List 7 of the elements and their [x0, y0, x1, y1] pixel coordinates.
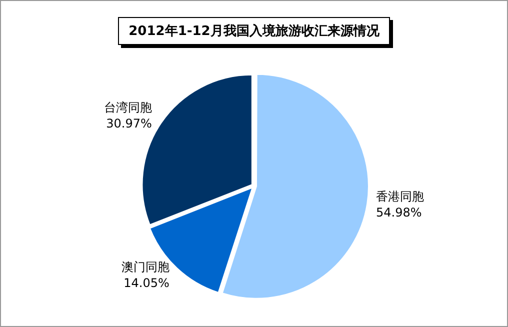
slice-label: 台湾同胞 [104, 100, 152, 115]
slice-label: 澳门同胞 [121, 260, 170, 274]
data-label: 54.98% [376, 205, 422, 220]
data-label: 14.05% [124, 276, 170, 290]
chart-title: 2012年1-12月我国入境旅游收汇来源情况 [118, 17, 390, 45]
data-label: 30.97% [106, 116, 152, 131]
slice-label: 香港同胞 [376, 189, 424, 204]
